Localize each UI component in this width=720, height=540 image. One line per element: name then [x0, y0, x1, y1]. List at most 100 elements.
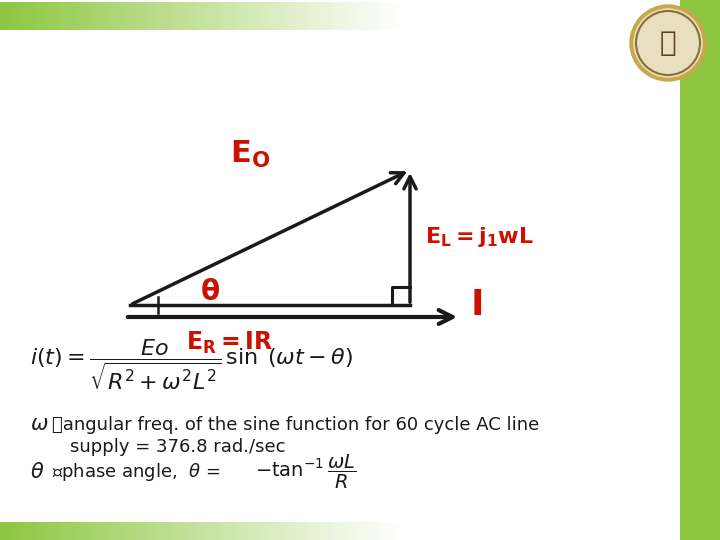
Bar [469, 522, 470, 540]
Bar [439, 522, 440, 540]
Bar [540, 2, 541, 30]
Bar [181, 2, 182, 30]
Bar [333, 2, 334, 30]
Bar [395, 522, 396, 540]
Bar [195, 2, 196, 30]
Bar [272, 522, 273, 540]
Bar [15, 2, 16, 30]
Bar [63, 2, 64, 30]
Bar [173, 522, 174, 540]
Bar [513, 522, 514, 540]
Bar [181, 522, 182, 540]
Bar [26, 522, 27, 540]
Bar [406, 2, 407, 30]
Bar [261, 522, 262, 540]
Bar [164, 2, 165, 30]
Bar [81, 2, 82, 30]
Bar [278, 522, 279, 540]
Bar [451, 522, 452, 540]
Circle shape [630, 5, 706, 81]
Bar [536, 2, 537, 30]
Bar [300, 2, 301, 30]
Bar [296, 2, 297, 30]
Bar [107, 522, 108, 540]
Bar [191, 2, 192, 30]
Bar [355, 522, 356, 540]
Bar [155, 2, 156, 30]
Bar [328, 522, 329, 540]
Bar [59, 2, 60, 30]
Bar [122, 2, 123, 30]
Bar [377, 522, 378, 540]
Bar [22, 2, 23, 30]
Bar [420, 2, 421, 30]
Bar [461, 2, 462, 30]
Bar [145, 522, 146, 540]
Bar [242, 2, 243, 30]
Bar [309, 2, 310, 30]
Bar [237, 2, 238, 30]
Bar [341, 2, 342, 30]
Bar [224, 2, 225, 30]
Bar [65, 522, 66, 540]
Bar [79, 2, 80, 30]
Bar [292, 2, 293, 30]
Bar [58, 2, 59, 30]
Bar [461, 522, 462, 540]
Bar [422, 522, 423, 540]
Bar [566, 522, 567, 540]
Bar [193, 522, 194, 540]
Bar [302, 522, 303, 540]
Bar [498, 522, 499, 540]
Bar [392, 2, 393, 30]
Bar [547, 2, 548, 30]
Bar [479, 2, 480, 30]
Bar [144, 2, 145, 30]
Bar [527, 2, 528, 30]
Bar [574, 522, 575, 540]
Text: 章: 章 [660, 29, 676, 57]
Bar [0, 2, 1, 30]
Bar [110, 522, 111, 540]
Bar [177, 2, 178, 30]
Bar [349, 522, 350, 540]
Bar [561, 522, 562, 540]
Bar [234, 2, 235, 30]
Bar [4, 522, 5, 540]
Bar [369, 522, 370, 540]
Bar [463, 2, 464, 30]
Bar [175, 522, 176, 540]
Bar [17, 522, 18, 540]
Bar [326, 522, 327, 540]
Bar [444, 2, 445, 30]
Bar [271, 2, 272, 30]
Bar [493, 522, 494, 540]
Bar [105, 522, 106, 540]
Bar [577, 2, 578, 30]
Bar [204, 522, 205, 540]
Bar [29, 522, 30, 540]
Bar [487, 522, 488, 540]
Bar [65, 2, 66, 30]
Bar [386, 2, 387, 30]
Bar [87, 2, 88, 30]
Bar [195, 522, 196, 540]
Bar [208, 2, 209, 30]
Bar [514, 2, 515, 30]
Bar [7, 2, 8, 30]
Bar [177, 522, 178, 540]
Bar [565, 522, 566, 540]
Bar [421, 2, 422, 30]
Bar [303, 522, 304, 540]
Bar [9, 2, 10, 30]
Bar [218, 522, 219, 540]
Bar [261, 2, 262, 30]
Bar [389, 2, 390, 30]
Bar [492, 2, 493, 30]
Bar [426, 2, 427, 30]
Bar [302, 2, 303, 30]
Bar [102, 2, 103, 30]
Bar [321, 2, 322, 30]
Bar [508, 2, 509, 30]
Bar [591, 522, 592, 540]
